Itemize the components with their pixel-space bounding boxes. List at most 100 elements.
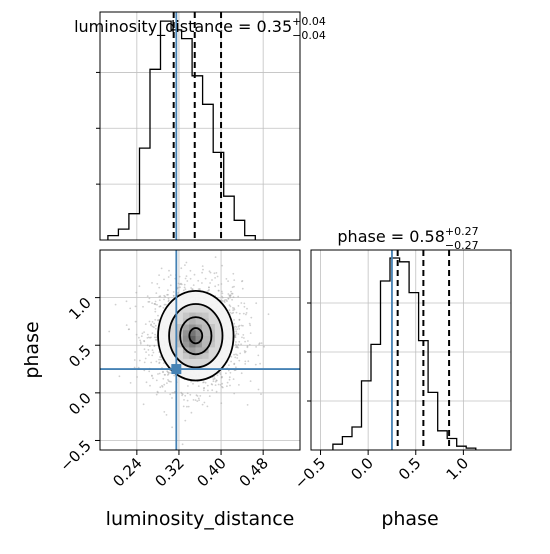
- phase-title-lower-error: −0.27: [445, 239, 479, 252]
- sample-point: [177, 291, 180, 294]
- sample-point: [155, 360, 158, 363]
- sample-point: [154, 308, 157, 310]
- sample-point: [209, 282, 212, 284]
- sample-point: [236, 357, 239, 359]
- sample-point: [227, 297, 230, 300]
- sample-point: [152, 377, 154, 380]
- sample-point: [267, 313, 270, 316]
- sample-point: [172, 391, 175, 394]
- sample-point: [238, 340, 241, 343]
- sample-point: [143, 369, 146, 372]
- sample-point: [233, 279, 236, 281]
- sample-point: [243, 305, 246, 308]
- sample-point: [138, 336, 140, 339]
- phase-histogram-frame: [310, 249, 512, 451]
- sample-point: [197, 397, 200, 400]
- sample-point: [231, 286, 234, 289]
- sample-point: [155, 292, 158, 294]
- sample-point: [153, 322, 156, 325]
- sample-point: [186, 392, 189, 395]
- sample-point: [233, 353, 236, 356]
- sample-point: [260, 342, 263, 344]
- sample-point: [238, 312, 241, 315]
- sample-point: [235, 326, 238, 328]
- sample-point: [156, 283, 159, 285]
- sample-point: [158, 295, 161, 298]
- sample-point: [242, 312, 245, 315]
- sample-point: [154, 318, 157, 321]
- sample-point: [154, 300, 157, 303]
- sample-point: [230, 292, 233, 295]
- sample-point: [223, 301, 226, 303]
- sample-point: [158, 372, 161, 375]
- sample-point: [185, 275, 188, 277]
- sample-point: [169, 393, 172, 396]
- sample-point: [226, 300, 228, 302]
- sample-point: [236, 346, 238, 349]
- sample-point: [180, 283, 183, 286]
- x-axis-label-phase: phase: [381, 508, 438, 530]
- sample-point: [219, 384, 222, 386]
- sample-point: [226, 385, 228, 388]
- sample-point: [183, 283, 186, 286]
- sample-point: [196, 400, 199, 402]
- sample-point: [125, 324, 128, 326]
- sample-point: [184, 419, 187, 422]
- sample-point: [150, 336, 152, 339]
- sample-point: [108, 330, 111, 333]
- sample-point: [151, 354, 154, 357]
- scatter-panel-frame: [99, 249, 301, 451]
- sample-point: [237, 333, 240, 335]
- sample-point: [225, 372, 227, 375]
- sample-point: [139, 341, 142, 344]
- sample-point: [151, 282, 153, 284]
- sample-point: [246, 404, 249, 406]
- sample-point: [208, 286, 210, 289]
- sample-point: [233, 285, 235, 288]
- sample-point: [184, 288, 187, 291]
- sample-point: [213, 272, 216, 275]
- sample-point: [243, 337, 245, 339]
- sample-point: [134, 320, 137, 323]
- sample-point: [143, 361, 146, 364]
- x-axis-label-luminosity-distance: luminosity_distance: [106, 508, 295, 530]
- sample-point: [138, 285, 141, 288]
- sample-point: [189, 277, 192, 280]
- sample-point: [227, 280, 230, 282]
- sample-point: [164, 373, 167, 376]
- sample-point: [263, 345, 265, 348]
- sample-point: [232, 309, 235, 311]
- luminosity-distance-histogram-frame: [99, 11, 301, 241]
- sample-point: [241, 287, 244, 290]
- sample-point: [184, 264, 186, 266]
- sample-point: [146, 337, 149, 339]
- sample-point: [157, 391, 159, 394]
- sample-point: [194, 399, 197, 401]
- luminosity-distance-title-upper-error: +0.04: [292, 15, 326, 28]
- sample-point: [232, 311, 235, 314]
- sample-point: [151, 374, 153, 377]
- sample-point: [146, 295, 149, 297]
- sample-point: [167, 300, 170, 303]
- sample-point: [162, 371, 164, 374]
- phase-ytick-label-2: 0.5: [65, 341, 95, 371]
- sample-point: [204, 381, 207, 384]
- sample-point: [145, 351, 148, 353]
- sample-point: [214, 256, 217, 258]
- sample-point: [154, 324, 157, 327]
- sample-point: [240, 302, 243, 304]
- sample-point: [232, 272, 235, 275]
- sample-point: [201, 403, 204, 406]
- sample-point: [244, 340, 247, 343]
- sample-point: [228, 304, 231, 307]
- sample-point: [216, 275, 219, 278]
- sample-point: [135, 291, 138, 294]
- sample-point: [140, 335, 143, 338]
- sample-point: [212, 380, 215, 383]
- sample-point: [237, 325, 240, 328]
- sample-point: [235, 353, 237, 356]
- sample-point: [229, 371, 232, 374]
- sample-point: [229, 311, 232, 314]
- sample-point: [198, 399, 201, 402]
